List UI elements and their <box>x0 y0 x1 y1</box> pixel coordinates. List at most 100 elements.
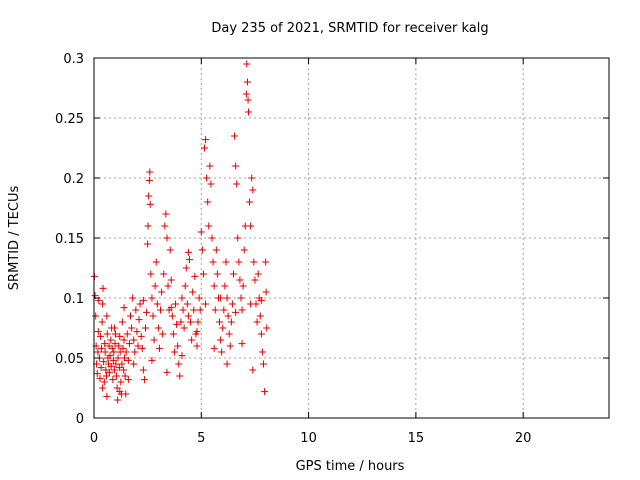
data-point <box>159 330 167 338</box>
data-point <box>98 344 106 352</box>
data-point <box>99 300 107 308</box>
data-point <box>239 282 247 290</box>
data-point <box>185 256 193 264</box>
chart-title: Day 235 of 2021, SRMTID for receiver kal… <box>211 21 488 36</box>
data-point <box>107 336 115 344</box>
data-point <box>203 174 211 182</box>
y-tick-label: 0.15 <box>55 232 84 247</box>
data-point <box>118 360 126 368</box>
data-point <box>96 332 104 340</box>
data-point <box>116 388 124 396</box>
data-point <box>103 392 111 400</box>
data-point <box>182 264 190 272</box>
data-point <box>210 344 218 352</box>
data-point <box>248 174 256 182</box>
data-point <box>207 180 215 188</box>
data-point <box>153 300 161 308</box>
data-point <box>242 90 250 98</box>
data-point <box>199 270 207 278</box>
data-point <box>160 270 168 278</box>
data-point <box>98 318 106 326</box>
data-point <box>122 390 130 398</box>
data-point <box>124 376 132 384</box>
data-point <box>126 312 134 320</box>
data-point <box>155 344 163 352</box>
y-tick-label: 0.3 <box>63 52 84 67</box>
data-point <box>174 342 182 350</box>
data-point <box>245 108 252 116</box>
data-point <box>134 342 142 350</box>
data-point <box>183 300 191 308</box>
data-point <box>138 344 146 352</box>
data-point <box>196 306 204 314</box>
data-point <box>262 258 270 266</box>
data-point <box>257 330 265 338</box>
data-point <box>140 376 148 384</box>
data-point <box>190 306 198 314</box>
data-point <box>100 358 108 366</box>
data-point <box>180 324 188 332</box>
data-point <box>120 366 128 374</box>
data-point <box>128 324 136 332</box>
data-point <box>181 282 189 290</box>
data-point <box>94 348 102 356</box>
plot-frame <box>93 57 610 419</box>
data-point <box>238 306 246 314</box>
x-tick-label: 0 <box>90 431 98 446</box>
data-point <box>263 324 271 332</box>
data-point <box>246 198 254 206</box>
data-point <box>224 312 232 320</box>
data-point <box>97 364 105 372</box>
y-axis-label: SRMTID / TECUs <box>7 186 22 291</box>
x-tick-label: 5 <box>197 431 205 446</box>
data-point <box>136 300 144 308</box>
data-point <box>158 288 166 296</box>
data-point <box>240 246 248 254</box>
data-point <box>142 324 149 332</box>
data-point <box>225 330 233 338</box>
data-point <box>236 276 244 284</box>
data-point <box>151 282 159 290</box>
data-point <box>178 294 186 302</box>
data-point <box>149 312 157 320</box>
y-tick-label: 0 <box>76 412 84 427</box>
data-point <box>135 316 143 324</box>
data-point <box>204 198 212 206</box>
data-point <box>212 246 220 254</box>
data-point <box>130 360 138 368</box>
data-point <box>112 360 120 368</box>
data-point <box>188 336 196 344</box>
data-point <box>169 330 177 338</box>
data-point <box>226 342 234 350</box>
data-point <box>243 78 251 86</box>
data-point <box>102 366 110 374</box>
data-point <box>125 340 133 348</box>
data-point <box>108 344 116 352</box>
axes: 0 0.05 0.1 0.15 0.2 0.25 0.3 0 5 10 15 20 <box>55 52 609 446</box>
data-point <box>110 324 118 332</box>
data-point <box>116 332 124 340</box>
data-point <box>132 306 140 314</box>
data-point <box>178 352 186 360</box>
data-point <box>162 210 170 218</box>
data-point <box>148 356 156 364</box>
data-point <box>238 340 246 348</box>
data-point <box>96 374 104 382</box>
data-point <box>144 222 152 230</box>
data-point <box>115 364 123 372</box>
data-point <box>164 282 172 290</box>
data-point <box>176 372 184 380</box>
data-point <box>262 288 270 296</box>
data-point <box>145 176 153 184</box>
data-point <box>167 304 175 312</box>
data-point <box>205 222 213 230</box>
data-point <box>249 366 257 374</box>
data-point <box>166 246 174 254</box>
data-point <box>137 332 145 340</box>
data-point <box>120 354 128 362</box>
data-point <box>163 368 171 376</box>
data-point <box>92 312 100 320</box>
data-point <box>216 318 224 326</box>
data-point <box>177 318 185 326</box>
